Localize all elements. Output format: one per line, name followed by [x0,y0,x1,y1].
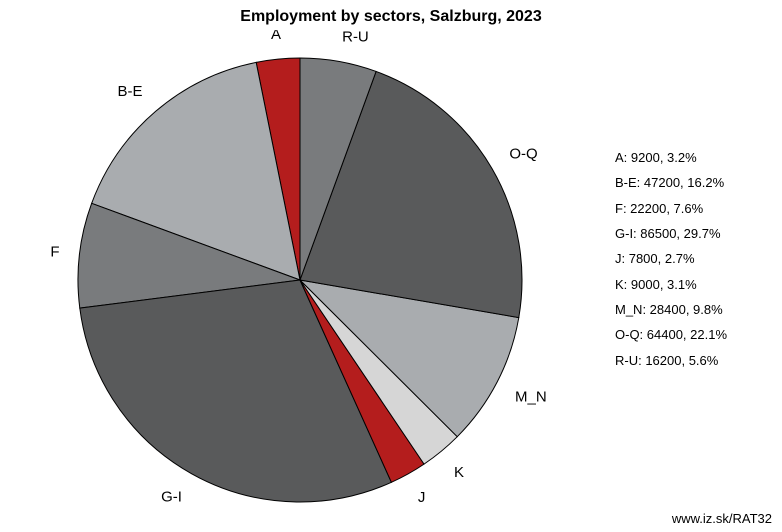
legend-item: R-U: 16200, 5.6% [615,348,775,373]
pie-chart-svg: A B-E F G-I J K M_N O-Q R-U [0,30,600,530]
slice-label: F [50,244,59,261]
legend-item: F: 22200, 7.6% [615,196,775,221]
legend-item: O-Q: 64400, 22.1% [615,322,775,347]
legend-item: M_N: 28400, 9.8% [615,297,775,322]
slice-label: O-Q [509,146,537,163]
legend-item: A: 9200, 3.2% [615,145,775,170]
pie-chart-container: A B-E F G-I J K M_N O-Q R-U [0,30,600,530]
source-link[interactable]: www.iz.sk/RAT32 [672,511,772,526]
chart-title: Employment by sectors, Salzburg, 2023 [0,8,782,26]
slice-label: J [418,489,426,506]
legend-item: J: 7800, 2.7% [615,246,775,271]
slice-label: G-I [161,489,182,506]
legend-item: B-E: 47200, 16.2% [615,170,775,195]
slice-label: K [454,464,464,481]
slice-label: B-E [118,83,143,100]
slice-label: R-U [342,30,369,46]
slice-label: M_N [515,388,547,405]
legend-item: K: 9000, 3.1% [615,272,775,297]
legend-item: G-I: 86500, 29.7% [615,221,775,246]
slice-label: A [271,30,281,43]
legend: A: 9200, 3.2% B-E: 47200, 16.2% F: 22200… [615,145,775,373]
